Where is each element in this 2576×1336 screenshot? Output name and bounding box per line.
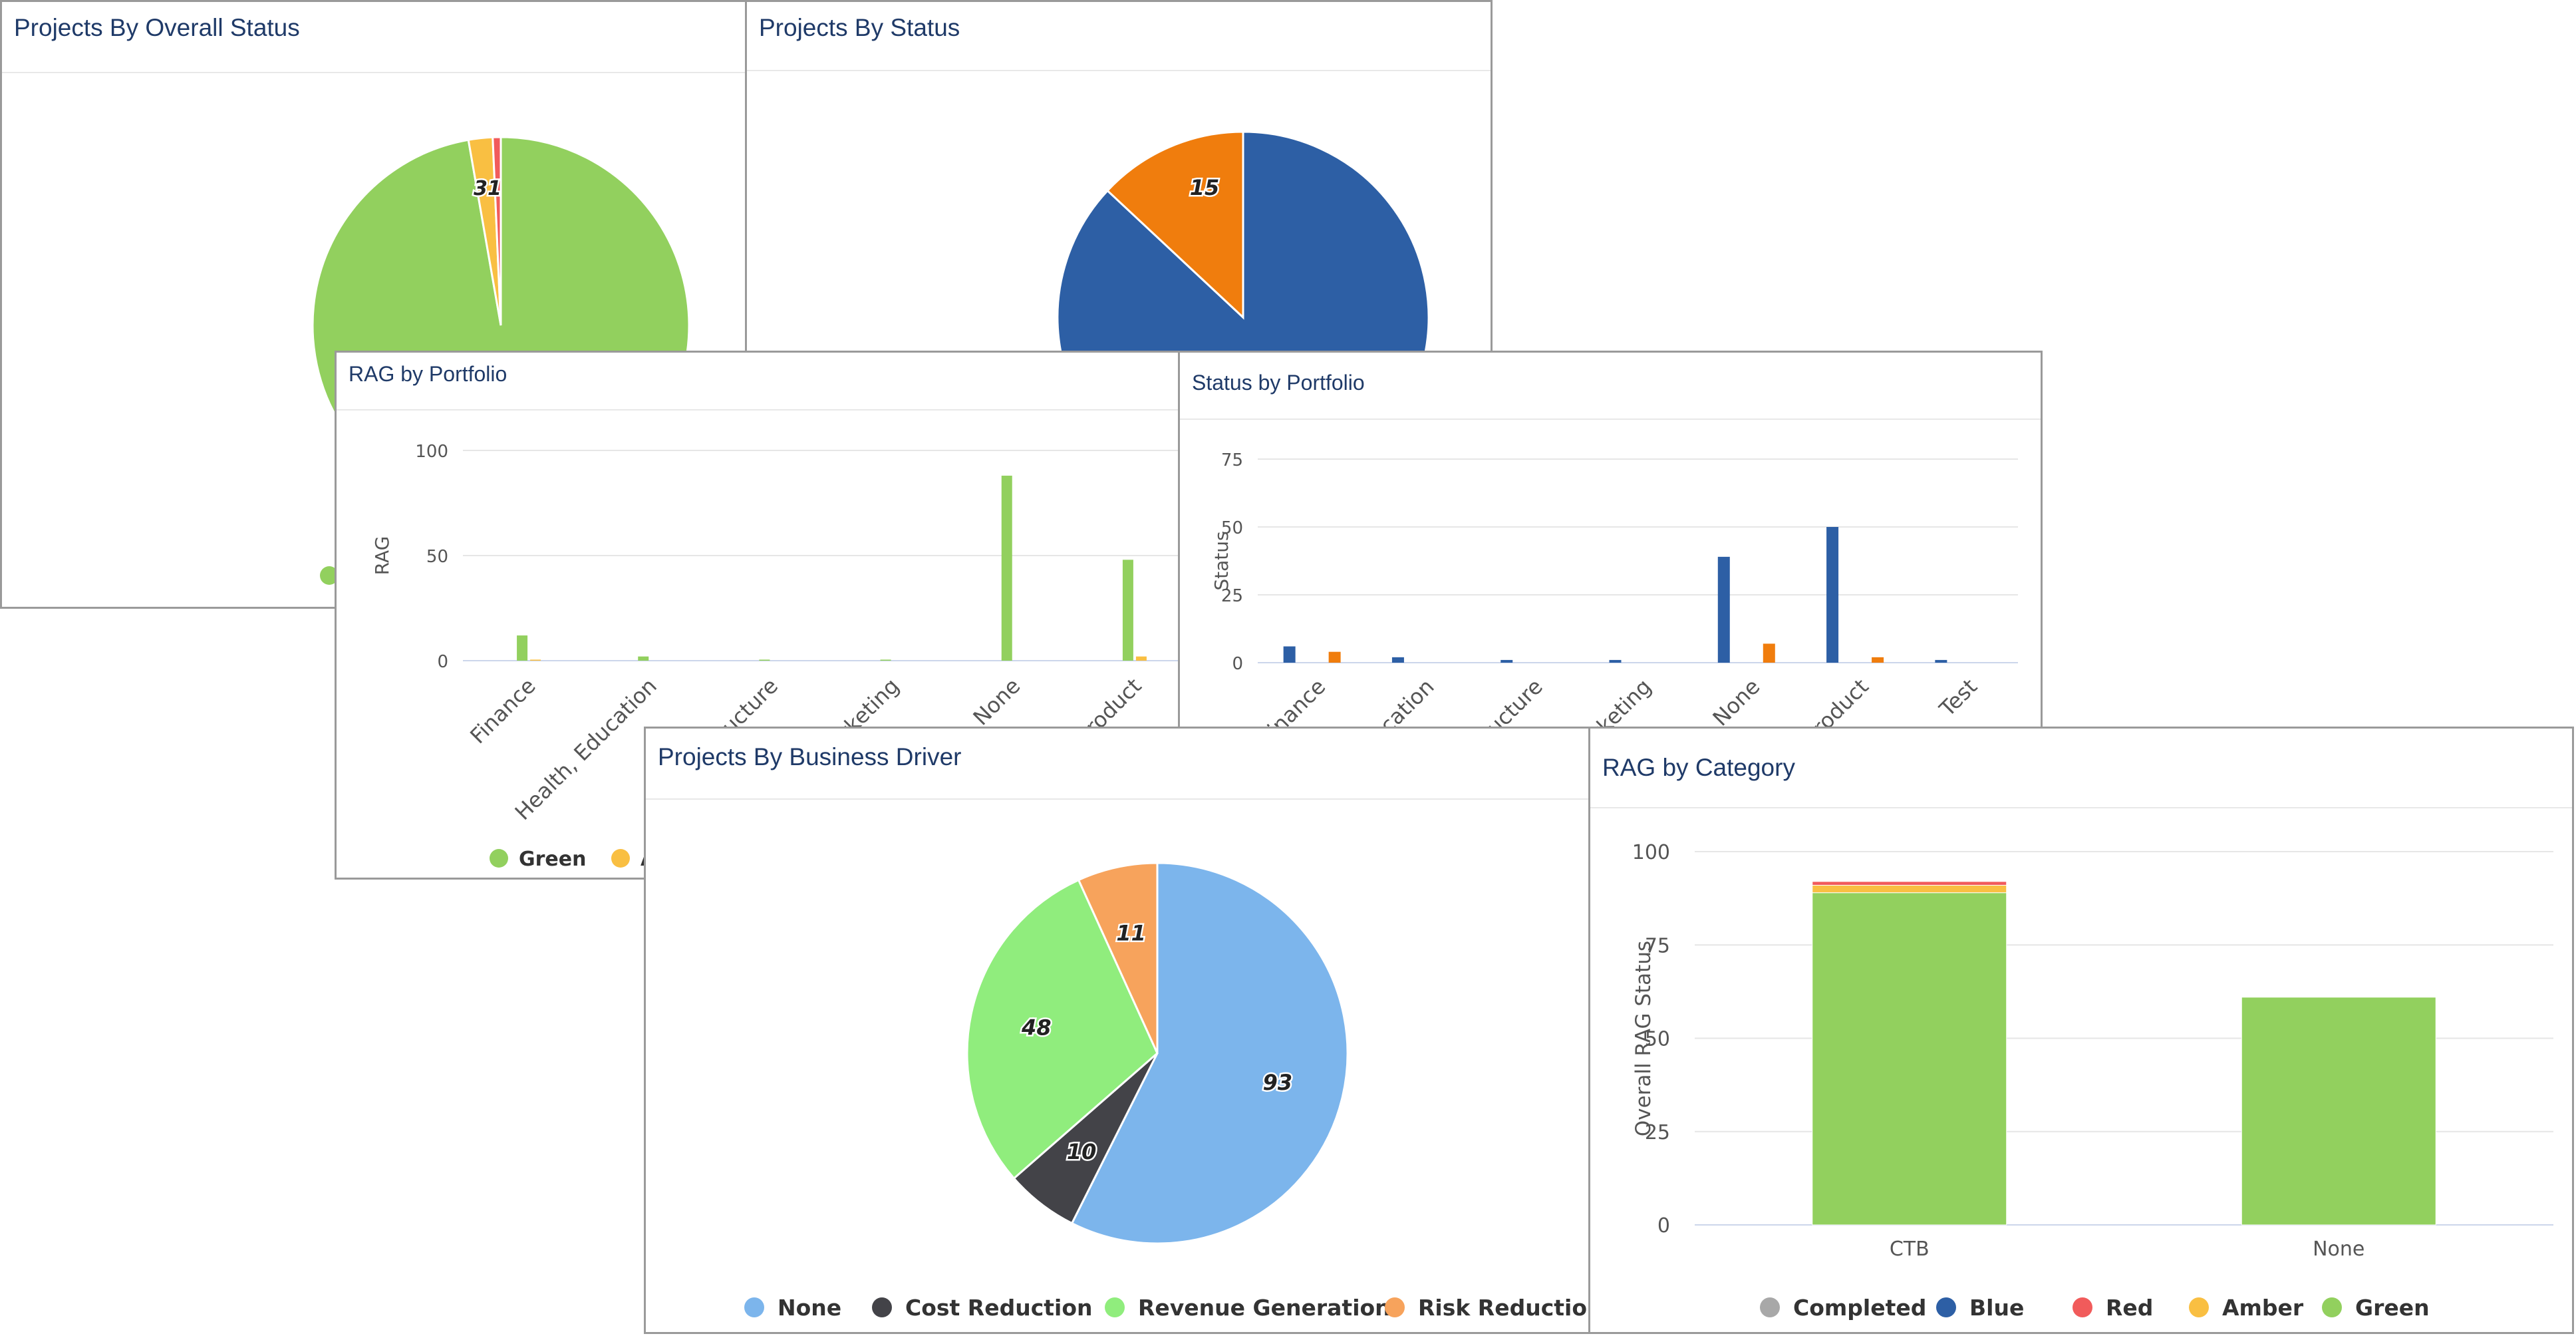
legend-marker-completed [1760,1297,1780,1317]
bar-green [880,659,891,661]
data-label: 11 [1116,920,1146,945]
panel-rag-category: RAG by Category 100 75 50 25 0 Overall RAG St… [1588,727,2574,1334]
y-tick-label: 0 [1657,1214,1670,1238]
x-tick-label: None [1708,674,1765,731]
legend-marker-green [2322,1297,2342,1317]
bar-amber [530,659,541,661]
legend-label: Red [2106,1295,2153,1321]
y-axis-label: Overall RAG Status [1632,941,1655,1136]
chart-title: RAG by Portfolio [349,362,507,386]
legend-marker-red [2073,1297,2092,1317]
bar-blue [1501,659,1513,663]
y-tick-label: 0 [437,652,448,672]
bar-orange [1763,643,1775,663]
chart-title: Status by Portfolio [1192,371,1365,395]
pie-slice-revenue-generation [966,878,1159,1180]
bar-blue [1935,659,1947,663]
bar-green [517,635,528,661]
bar-blue [1609,659,1622,663]
y-tick-label: 50 [426,547,448,567]
data-label: 93 [1263,1070,1293,1095]
x-tick-label: CTB [1890,1238,1930,1261]
bar-blue [1283,646,1296,663]
y-tick-label: 100 [1632,841,1670,864]
legend-marker-none [744,1297,764,1317]
panel-by-status: Projects By Status 15 [745,0,1493,373]
bar-green [638,656,649,661]
y-axis-label: Status [1211,531,1232,590]
bar-amber [1135,656,1147,661]
legend-marker-blue [1936,1297,1956,1317]
bar-green [1001,475,1012,661]
pie-slice-none [1070,862,1349,1245]
y-tick-label: 100 [415,442,448,462]
data-label: 31 [474,177,501,200]
legend-marker-cost-reduction [872,1297,892,1317]
bar-green [1122,560,1133,661]
legend-marker-green [320,566,339,585]
pie-chart-business-driver: 93 10 48 11 None Cost Reduction Revenue Genera… [744,862,1592,1321]
pie-slice-blue [1056,130,1430,371]
legend-label-green: Green [519,848,586,871]
legend-label: Cost Reduction [905,1295,1093,1321]
legend-marker-amber [2189,1297,2209,1317]
y-tick-label: 25 [1645,1121,1670,1144]
legend-label: Completed [1793,1295,1926,1321]
legend-marker-amber [611,849,630,868]
y-axis-label: RAG [371,536,393,576]
divider [337,409,1186,411]
data-label: 10 [1067,1139,1097,1164]
y-tick-label: 0 [1232,654,1243,674]
chart-title: Projects By Overall Status [14,14,300,41]
y-tick-label: 75 [1221,450,1243,470]
divider [2,72,745,73]
bar-green [2241,997,2436,1226]
bar-green [759,659,770,661]
legend-label: None [778,1295,841,1321]
chart-title: Projects By Status [759,14,960,41]
panel-status-portfolio: Status by Portfolio 75 50 25 0 Status Finance… [1178,351,2043,750]
bar-blue [1826,527,1839,663]
divider [646,798,1590,800]
legend-label: Green [2355,1295,2430,1321]
pie-slice-orange [1105,130,1244,320]
legend-marker-risk-reduction [1385,1297,1405,1317]
legend-label: Amber [2222,1295,2304,1321]
x-tick-label: None [2313,1238,2364,1261]
y-tick-label: 50 [1645,1028,1670,1051]
chart-title: Projects By Business Driver [658,743,962,770]
bar-orange [1328,651,1341,663]
pie-slice-risk-reduction [1077,862,1159,1054]
x-tick-label: Finance [465,673,540,749]
data-label: 15 [1190,175,1220,200]
legend-label: Risk Reduction [1418,1295,1592,1321]
divider [747,70,1491,71]
bar-blue [1391,657,1404,663]
legend-label: Blue [1969,1295,2024,1321]
pie-chart-by-status: 15 [1056,130,1430,371]
x-tick-label: None [968,673,1026,731]
legend-label: Revenue Generation [1138,1295,1391,1321]
y-tick-label: 50 [1221,518,1243,538]
bar-red [1812,881,2007,886]
bar-green [1812,892,2007,1226]
panel-business-driver: Projects By Business Driver 93 10 48 11 None… [644,727,1592,1334]
divider [1180,418,2041,420]
x-tick-label: Test [1934,674,1982,722]
bar-chart-rag-category: 100 75 50 25 0 Overall RAG Status CTB None Compl… [1632,841,2553,1321]
legend-marker-green [490,849,508,868]
chart-title: RAG by Category [1602,754,1795,781]
data-label: 48 [1021,1015,1052,1041]
y-tick-label: 25 [1221,586,1243,606]
pie-slice-red [492,136,502,326]
divider [1590,807,2572,808]
y-tick-label: 75 [1645,934,1670,957]
bar-orange [1872,657,1884,663]
bar-amber [1812,884,2007,894]
bar-blue [1717,556,1730,663]
legend-marker-revenue-generation [1105,1297,1125,1317]
